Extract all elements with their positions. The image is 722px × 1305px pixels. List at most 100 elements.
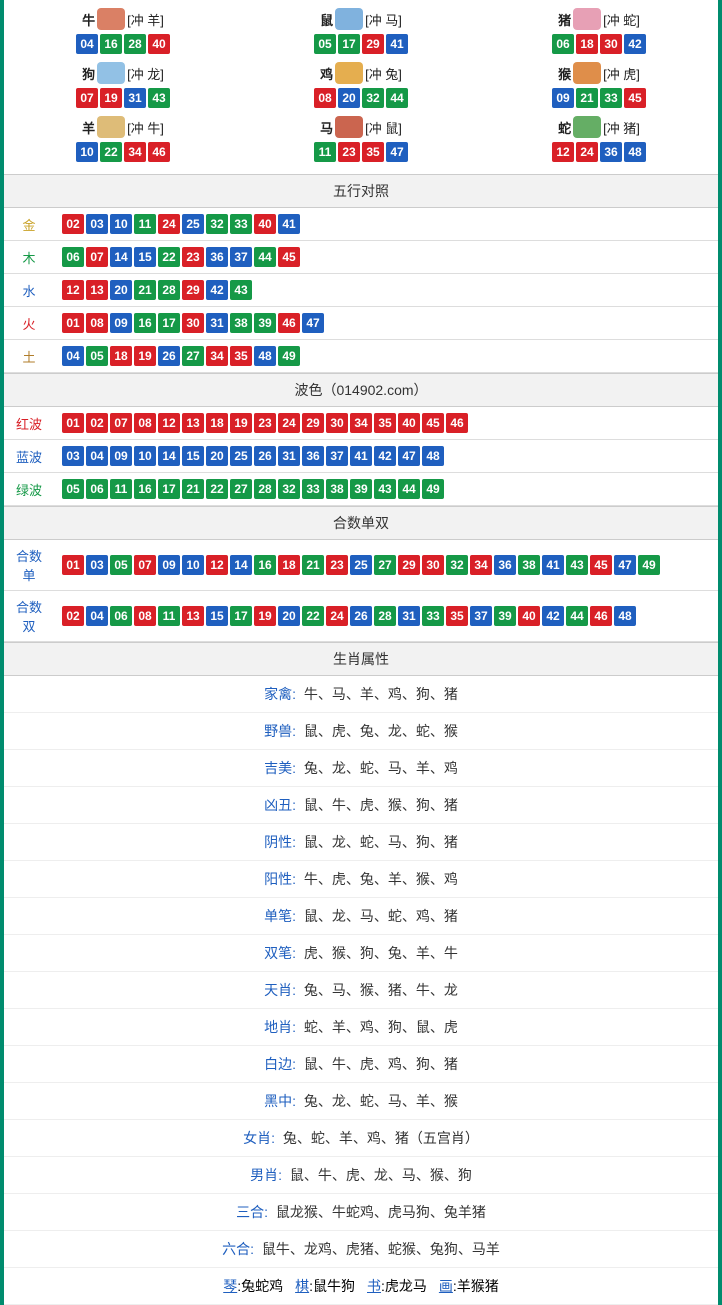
number-ball: 29	[398, 555, 420, 575]
number-ball: 22	[100, 142, 122, 162]
row-label: 木	[4, 241, 54, 274]
attr-multi-item: 棋:鼠牛狗	[295, 1276, 355, 1296]
attr-value: 蛇、羊、鸡、狗、鼠、虎	[300, 1019, 458, 1035]
zodiac-name: 蛇	[558, 118, 571, 137]
number-ball: 48	[422, 446, 444, 466]
attr-label: 六合	[222, 1241, 254, 1257]
zodiac-cell: 猴[冲 虎]09213345	[480, 58, 718, 112]
number-ball: 45	[590, 555, 612, 575]
zodiac-clash: [冲 蛇]	[603, 10, 640, 29]
zodiac-icon	[573, 116, 601, 138]
number-ball: 31	[398, 606, 420, 626]
number-ball: 10	[134, 446, 156, 466]
section-header-wuxing: 五行对照	[4, 174, 718, 208]
number-ball: 29	[362, 34, 384, 54]
number-ball: 04	[86, 446, 108, 466]
zodiac-icon	[335, 62, 363, 84]
number-ball: 03	[86, 214, 108, 234]
zodiac-numbers: 07193143	[4, 88, 242, 108]
number-ball: 22	[158, 247, 180, 267]
attr-row: 地肖 蛇、羊、鸡、狗、鼠、虎	[4, 1009, 718, 1046]
zodiac-numbers: 05172941	[242, 34, 480, 54]
attr-label: 凶丑	[264, 797, 296, 813]
number-ball: 16	[254, 555, 276, 575]
zodiac-clash: [冲 龙]	[127, 64, 164, 83]
zodiac-numbers: 10223446	[4, 142, 242, 162]
number-ball: 38	[518, 555, 540, 575]
zodiac-header: 马[冲 鼠]	[320, 116, 402, 138]
attr-multi-item: 琴:兔蛇鸡	[223, 1276, 283, 1296]
number-ball: 30	[422, 555, 444, 575]
number-ball: 42	[374, 446, 396, 466]
number-ball: 25	[230, 446, 252, 466]
attr-label: 单笔	[264, 908, 296, 924]
number-ball: 19	[254, 606, 276, 626]
number-ball: 09	[158, 555, 180, 575]
number-ball: 34	[124, 142, 146, 162]
number-ball: 49	[422, 479, 444, 499]
number-ball: 47	[386, 142, 408, 162]
number-ball: 23	[338, 142, 360, 162]
zodiac-name: 牛	[82, 10, 95, 29]
number-ball: 41	[386, 34, 408, 54]
number-ball: 06	[86, 479, 108, 499]
number-ball: 28	[374, 606, 396, 626]
number-ball: 42	[624, 34, 646, 54]
number-ball: 30	[326, 413, 348, 433]
number-ball: 08	[86, 313, 108, 333]
number-ball: 21	[134, 280, 156, 300]
row-label: 金	[4, 208, 54, 241]
number-ball: 36	[600, 142, 622, 162]
attr-value: 鼠、虎、兔、龙、蛇、猴	[300, 723, 458, 739]
number-ball: 16	[134, 479, 156, 499]
table-row: 金02031011242532334041	[4, 208, 718, 241]
number-ball: 35	[230, 346, 252, 366]
attr-multi-label: 画	[439, 1278, 453, 1294]
attr-multi-label: 书	[367, 1278, 381, 1294]
row-numbers: 03040910141520252631363741424748	[54, 440, 718, 473]
number-ball: 11	[314, 142, 336, 162]
number-ball: 08	[134, 606, 156, 626]
number-ball: 02	[62, 606, 84, 626]
row-label: 合数双	[4, 591, 54, 642]
number-ball: 09	[110, 313, 132, 333]
table-row: 红波0102070812131819232429303435404546	[4, 407, 718, 440]
number-ball: 43	[148, 88, 170, 108]
number-ball: 41	[350, 446, 372, 466]
number-ball: 06	[110, 606, 132, 626]
number-ball: 46	[278, 313, 300, 333]
number-ball: 01	[62, 413, 84, 433]
number-ball: 33	[302, 479, 324, 499]
row-label: 蓝波	[4, 440, 54, 473]
number-ball: 41	[542, 555, 564, 575]
attr-multi-label: 琴	[223, 1278, 237, 1294]
number-ball: 02	[86, 413, 108, 433]
zodiac-grid: 牛[冲 羊]04162840鼠[冲 马]05172941猪[冲 蛇]061830…	[4, 0, 718, 174]
number-ball: 02	[62, 214, 84, 234]
number-ball: 11	[110, 479, 132, 499]
number-ball: 05	[62, 479, 84, 499]
row-label: 红波	[4, 407, 54, 440]
zodiac-icon	[335, 8, 363, 30]
row-label: 水	[4, 274, 54, 307]
number-ball: 20	[110, 280, 132, 300]
zodiac-cell: 猪[冲 蛇]06183042	[480, 4, 718, 58]
number-ball: 01	[62, 313, 84, 333]
number-ball: 36	[494, 555, 516, 575]
number-ball: 08	[314, 88, 336, 108]
number-ball: 06	[62, 247, 84, 267]
number-ball: 12	[158, 413, 180, 433]
table-row: 火0108091617303138394647	[4, 307, 718, 340]
number-ball: 05	[314, 34, 336, 54]
heshu-table: 合数单0103050709101214161821232527293032343…	[4, 540, 718, 642]
section-header-bose: 波色（014902.com）	[4, 373, 718, 407]
number-ball: 12	[552, 142, 574, 162]
row-label: 火	[4, 307, 54, 340]
number-ball: 47	[398, 446, 420, 466]
number-ball: 27	[374, 555, 396, 575]
number-ball: 47	[302, 313, 324, 333]
attr-label: 地肖	[264, 1019, 296, 1035]
number-ball: 10	[76, 142, 98, 162]
zodiac-cell: 狗[冲 龙]07193143	[4, 58, 242, 112]
zodiac-name: 鸡	[320, 64, 333, 83]
